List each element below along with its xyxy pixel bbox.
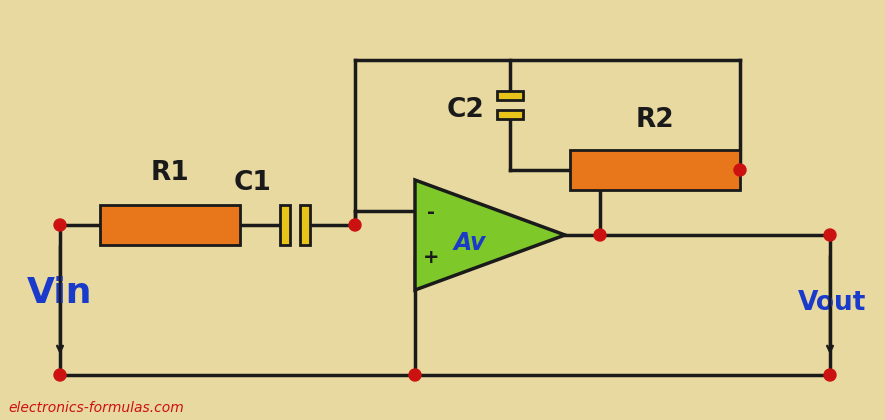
Bar <box>570 150 740 190</box>
Text: -: - <box>427 203 435 222</box>
Circle shape <box>349 219 361 231</box>
Text: R1: R1 <box>150 160 189 186</box>
Text: electronics-formulas.com: electronics-formulas.com <box>8 401 184 415</box>
Text: +: + <box>423 248 439 267</box>
Circle shape <box>409 369 421 381</box>
Text: Av: Av <box>454 231 486 255</box>
Bar <box>497 91 523 100</box>
Text: C2: C2 <box>446 97 484 123</box>
Bar <box>100 205 240 245</box>
Text: C1: C1 <box>234 170 272 196</box>
Circle shape <box>824 369 836 381</box>
Bar <box>300 205 310 245</box>
Text: R2: R2 <box>635 107 674 133</box>
Text: Vin: Vin <box>27 276 93 310</box>
Text: Vout: Vout <box>797 290 866 316</box>
Circle shape <box>734 164 746 176</box>
Bar <box>497 110 523 119</box>
Polygon shape <box>415 180 565 290</box>
Bar <box>280 205 290 245</box>
Circle shape <box>594 229 606 241</box>
Circle shape <box>54 369 66 381</box>
Circle shape <box>54 219 66 231</box>
Circle shape <box>824 229 836 241</box>
